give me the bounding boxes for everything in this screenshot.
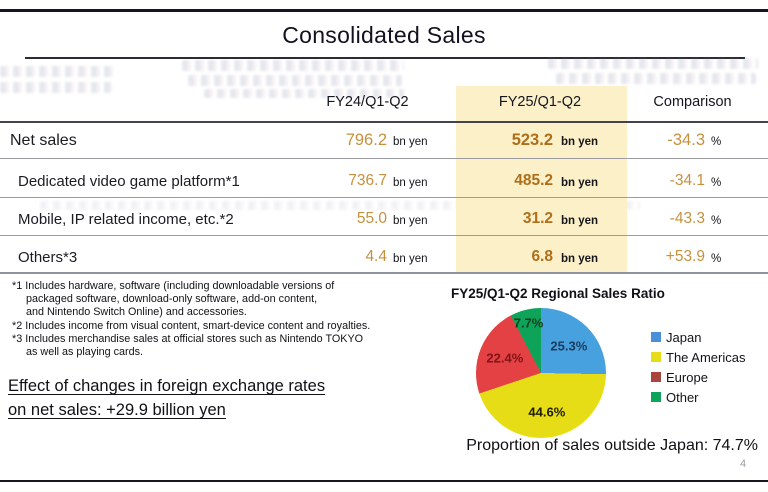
footnote-line: and Nintendo Switch Online) and accessor… (26, 306, 247, 319)
percent-sign: % (711, 215, 722, 227)
comparison-value: -34.3 (667, 131, 705, 149)
fy25-unit: bn yen (561, 253, 599, 265)
footnote-line: *3 Includes merchandise sales at officia… (12, 332, 364, 345)
pie-slice-label: 7.7% (513, 315, 544, 330)
fx-effect-line2: on net sales: +29.9 billion yen (8, 401, 226, 419)
top-border-line (0, 9, 768, 12)
fy24-value: 4.4 (365, 248, 387, 265)
fy25-unit: bn yen (561, 177, 599, 189)
legend-swatch (651, 392, 661, 402)
bottom-border-line (0, 480, 768, 482)
row-label: Net sales (10, 132, 77, 149)
legend-item: Japan (651, 329, 745, 345)
fy24-unit: bn yen (393, 253, 428, 265)
table-row: Others*3 4.4 bn yen 6.8 bn yen +53.9 % (0, 247, 768, 273)
column-header-comparison: Comparison (653, 94, 732, 110)
pie-chart: 25.3% 44.6% 22.4% 7.7% (476, 308, 606, 438)
ghost-text-artifact (182, 60, 404, 71)
ghost-text-artifact (188, 75, 402, 86)
legend-item: Other (651, 389, 745, 405)
pie-slice-label: 25.3% (550, 338, 588, 354)
row-rule (0, 197, 768, 198)
comparison-value: -43.3 (669, 210, 705, 227)
footnote-line: *1 Includes hardware, software (includin… (12, 280, 335, 292)
legend-label: The Americas (666, 349, 746, 365)
table-row: Dedicated video game platform*1 736.7 bn… (0, 171, 768, 197)
table-bottom-rule (0, 272, 768, 274)
ghost-text-artifact (556, 73, 756, 84)
footnote-line: packaged software, download-only softwar… (26, 293, 318, 306)
page-title: Consolidated Sales (282, 22, 486, 48)
pie-slice-label: 44.6% (528, 404, 566, 420)
percent-sign: % (711, 177, 722, 189)
table-row: Mobile, IP related income, etc.*2 55.0 b… (0, 209, 768, 235)
fy25-value: 6.8 (531, 248, 553, 265)
page-number: 4 (740, 458, 747, 470)
ghost-text-artifact (0, 66, 116, 77)
row-rule (0, 235, 768, 236)
fx-effect-line1: Effect of changes in foreign exchange ra… (8, 377, 326, 395)
percent-sign: % (711, 136, 722, 148)
comparison-value: -34.1 (669, 172, 705, 189)
footnote-line: as well as playing cards. (26, 346, 144, 359)
legend-label: Europe (666, 369, 708, 385)
chart-title: FY25/Q1-Q2 Regional Sales Ratio (451, 286, 665, 301)
ghost-text-artifact (548, 58, 758, 69)
ghost-text-artifact (204, 89, 404, 98)
fx-effect-note: Effect of changes in foreign exchange ra… (8, 374, 325, 422)
title-underline (25, 57, 745, 59)
column-header-fy25: FY25/Q1-Q2 (498, 94, 582, 110)
table-row: Net sales 796.2 bn yen 523.2 bn yen -34.… (0, 130, 768, 156)
fy25-value: 485.2 (514, 172, 553, 189)
legend-item: The Americas (651, 349, 746, 365)
fy25-value: 523.2 (511, 131, 553, 149)
fy24-value: 55.0 (356, 210, 387, 227)
fy24-value: 796.2 (345, 131, 387, 149)
fy24-unit: bn yen (393, 136, 428, 148)
ghost-text-artifact (0, 82, 112, 93)
outside-japan-note: Proportion of sales outside Japan: 74.7% (466, 437, 758, 454)
legend-swatch (651, 372, 661, 382)
row-label: Others*3 (18, 249, 78, 266)
row-label: Dedicated video game platform*1 (18, 173, 240, 190)
percent-sign: % (711, 253, 722, 265)
fy25-value: 31.2 (522, 210, 553, 227)
column-header-fy24: FY24/Q1-Q2 (326, 94, 409, 110)
fy24-unit: bn yen (393, 177, 428, 189)
pie-slice-label: 22.4% (486, 350, 524, 366)
row-label: Mobile, IP related income, etc.*2 (18, 211, 234, 228)
legend-label: Japan (666, 329, 702, 345)
legend-swatch (651, 332, 661, 342)
footnote-line: *2 Includes income from visual content, … (12, 319, 371, 332)
header-rule (0, 121, 768, 123)
legend-label: Other (666, 389, 699, 405)
fy24-value: 736.7 (348, 172, 387, 189)
fy25-unit: bn yen (561, 215, 599, 227)
footnotes: *1 Includes hardware, software (includin… (12, 280, 448, 359)
row-rule (0, 158, 768, 159)
chart-legend: Japan The Americas Europe Other (651, 329, 746, 411)
legend-item: Europe (651, 369, 745, 385)
ghost-text-artifact (40, 201, 640, 210)
fy24-unit: bn yen (393, 215, 428, 227)
comparison-value: +53.9 (665, 248, 705, 265)
legend-swatch (651, 352, 661, 362)
fy25-unit: bn yen (561, 136, 599, 148)
fy25-column-highlight (456, 86, 627, 273)
